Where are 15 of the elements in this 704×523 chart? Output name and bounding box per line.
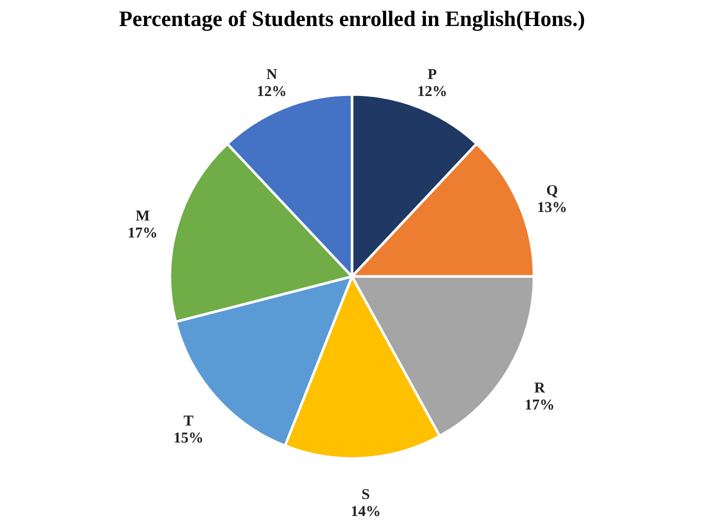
slice-label: P (428, 66, 437, 83)
slice-label: S (362, 487, 370, 504)
slice-label: N (266, 66, 278, 83)
data-label: 17% (128, 226, 158, 242)
slice-label: Q (546, 182, 558, 199)
data-label: 12% (417, 84, 448, 100)
data-label: 14% (350, 504, 381, 520)
slice-label: M (136, 208, 150, 225)
data-label: 17% (524, 397, 555, 414)
data-label: 13% (537, 200, 568, 216)
data-label: 12% (256, 84, 287, 100)
data-label: 15% (173, 430, 204, 447)
slice-label: R (534, 380, 546, 396)
chart-title: Percentage of Students enrolled in English(Hons.) (118, 6, 586, 31)
slice-label: T (183, 414, 194, 430)
